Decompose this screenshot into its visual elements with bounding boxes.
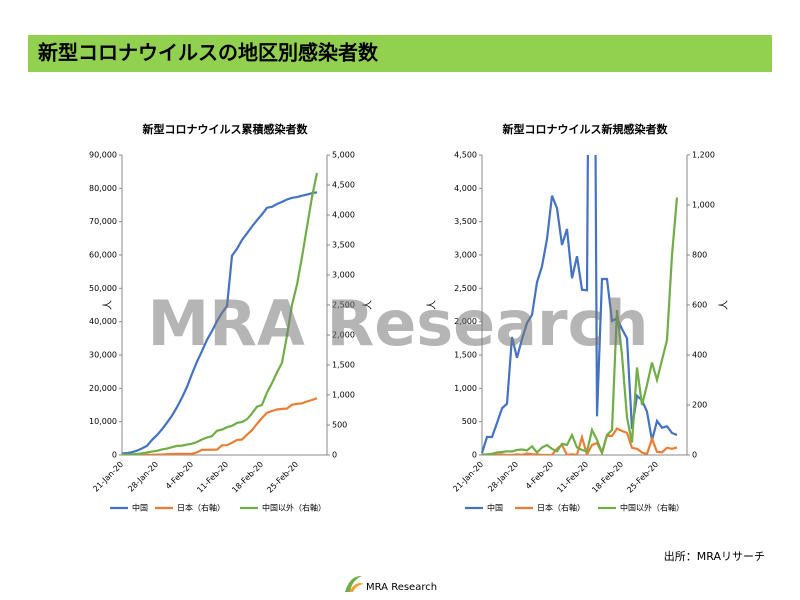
y-tick-label: 1,500 (454, 351, 477, 360)
y2-tick-label: 1,200 (692, 151, 715, 160)
series-line (121, 191, 318, 455)
y-tick-label: 0 (112, 451, 117, 460)
y2-tick-label: 0 (692, 451, 697, 460)
series-line (481, 197, 679, 455)
y-tick-label: 30,000 (89, 351, 117, 360)
y-tick-label: 1,000 (454, 384, 477, 393)
y-tick-label: 80,000 (89, 184, 117, 193)
y-tick-label: 4,500 (454, 151, 477, 160)
y2-tick-label: 400 (692, 351, 707, 360)
y2-tick-label: 5,000 (332, 151, 355, 160)
series-line (121, 172, 319, 455)
source: 出所：MRAリサーチ (664, 549, 765, 563)
y2-tick-label: 2,500 (332, 301, 355, 310)
y2-tick-label: 3,500 (332, 241, 355, 250)
y2-tick-label: 0 (332, 451, 337, 460)
title-banner (28, 35, 772, 72)
y-tick-label: 70,000 (89, 217, 117, 226)
series-line (482, 427, 678, 455)
y-tick-label: 40,000 (89, 317, 117, 326)
logo-text: MRA Research (366, 582, 437, 593)
logo: MRA Research (345, 575, 437, 593)
y2-tick-label: 1,000 (692, 201, 715, 210)
y2-tick-label: 800 (692, 251, 707, 260)
series-line (480, 155, 678, 454)
y2-tick-label: 1,500 (332, 361, 355, 370)
y-tick-label: 2,500 (454, 284, 477, 293)
y-tick-label: 50,000 (89, 284, 117, 293)
y2-tick-label: 200 (692, 401, 707, 410)
y-tick-label: 2,000 (454, 317, 477, 326)
y2-tick-label: 1,000 (332, 391, 355, 400)
y-axis-label: 人 (426, 300, 438, 310)
y-axis-label: 人 (102, 300, 114, 310)
y2-tick-label: 2,000 (332, 331, 355, 340)
y-tick-label: 90,000 (89, 151, 117, 160)
chart-title: 新型コロナウイルス新規感染者数 (503, 122, 669, 136)
chart-title: 新型コロナウイルス累積感染者数 (143, 122, 309, 136)
legend-label: 日本（右軸） (537, 503, 585, 513)
y-tick-label: 10,000 (89, 417, 117, 426)
slide-title: 新型コロナウイルスの地区別感染者数 (38, 41, 379, 65)
y-tick-label: 20,000 (89, 384, 117, 393)
legend-label: 中国以外（右軸） (620, 503, 684, 513)
legend-label: 中国以外（右軸） (262, 503, 326, 513)
y-tick-label: 0 (472, 451, 477, 460)
y-tick-label: 500 (462, 417, 477, 426)
y-tick-label: 4,000 (454, 184, 477, 193)
y-tick-label: 3,500 (454, 217, 477, 226)
y2-tick-label: 600 (692, 301, 707, 310)
legend-label: 日本（右軸） (177, 503, 225, 513)
watermark: MRA Research (147, 287, 648, 360)
y-tick-label: 3,000 (454, 251, 477, 260)
y2-tick-label: 4,500 (332, 181, 355, 190)
legend-label: 中国 (132, 503, 148, 513)
y2-tick-label: 3,000 (332, 271, 355, 280)
series-line (122, 397, 318, 455)
legend-label: 中国 (487, 503, 503, 513)
y2-axis-label: 人 (718, 300, 730, 310)
y2-tick-label: 4,000 (332, 211, 355, 220)
logo-icon (349, 583, 364, 592)
y-tick-label: 60,000 (89, 251, 117, 260)
logo-icon (345, 575, 362, 592)
y2-tick-label: 500 (332, 421, 347, 430)
y2-axis-label: 人 (362, 300, 374, 310)
